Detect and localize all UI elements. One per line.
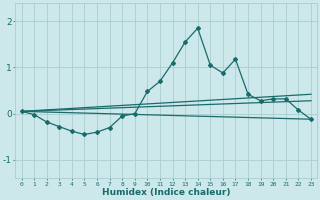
X-axis label: Humidex (Indice chaleur): Humidex (Indice chaleur): [102, 188, 230, 197]
